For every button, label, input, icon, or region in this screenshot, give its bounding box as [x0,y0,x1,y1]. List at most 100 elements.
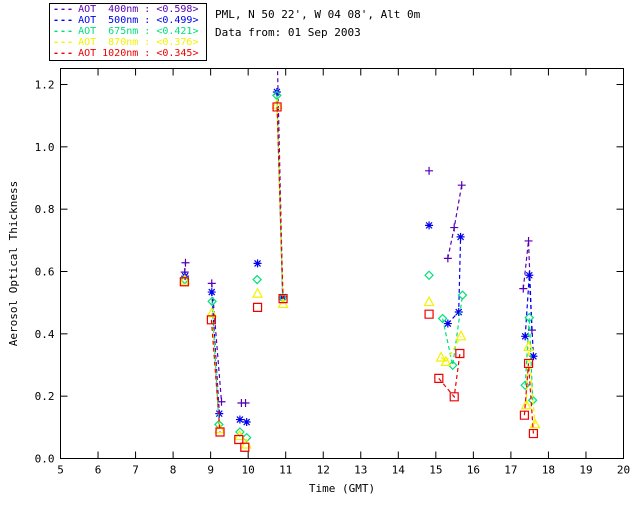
data-point-marker-plus [457,181,466,190]
data-point-marker-diamond [437,313,448,324]
legend-item-label: AOT 870nm : <0.376> [78,36,199,48]
x-tick-label: 20 [617,464,630,477]
legend-item-label: AOT 675nm : <0.421> [78,25,199,37]
plot-border [60,68,624,459]
data-point-marker-square [179,277,189,287]
data-point-marker-plus [450,223,459,232]
data-point-marker-plus [425,166,434,175]
series-line [276,106,284,299]
data-point-marker-plus [524,236,533,245]
series-line [522,240,533,331]
data-point-marker-diamond [241,432,252,443]
data-point-marker-asterisk [454,308,463,317]
legend-box: --- AOT 400nm : <0.598> --- AOT 500nm : <0.… [49,3,207,61]
data-point-marker-square [434,373,444,384]
data-point-marker-diamond [520,380,531,391]
data-point-marker-asterisk [521,332,530,341]
y-axis-title: Aerosol Optical Thickness [7,181,20,347]
series-line [438,353,461,399]
series-line [442,295,464,366]
x-tick-label: 13 [354,464,367,477]
data-point-marker-asterisk [215,409,224,418]
legend-linestyle-sample: --- [53,25,75,37]
data-point-marker-triangle [523,340,535,352]
y-tick-label: 0.2 [35,390,55,403]
data-point-marker-square [519,410,530,420]
title-block: PML, N 50 22', W 04 08', Alt 0m Data fro… [215,6,420,42]
data-point-marker-plus [443,254,452,263]
data-point-marker-triangle [206,306,218,318]
legend-item-label: AOT 500nm : <0.499> [78,15,199,27]
data-point-marker-asterisk [456,232,465,241]
data-point-marker-square [278,294,288,304]
data-point-marker-asterisk [425,221,434,230]
legend-linestyle-sample: --- [53,36,75,48]
data-point-marker-plus [207,279,216,288]
data-point-marker-square [215,427,225,437]
data-point-marker-asterisk [235,415,244,424]
y-tick-label: 0.0 [35,453,55,466]
legend-item-label: AOT 400nm : <0.598> [78,4,199,16]
series-aot-675nm [179,90,538,443]
data-point-marker-square [206,315,216,325]
data-point-marker-triangle [435,351,447,362]
data-date-label: Data from: 01 Sep 2003 [215,26,361,39]
data-point-marker-plus [217,397,226,406]
data-point-marker-triangle [440,355,452,366]
legend-item-675nm: --- AOT 675nm : <0.421> [53,25,204,37]
series-line [447,185,463,259]
legend-linestyle-sample: --- [53,47,75,59]
data-point-marker-square [240,442,250,452]
data-point-marker-square [424,309,434,319]
legend-item-500nm: --- AOT 500nm : <0.499> [53,16,204,26]
data-point-marker-triangle [455,330,467,341]
data-point-marker-asterisk [207,288,216,297]
x-tick-label: 10 [242,464,255,477]
series-line [210,319,221,433]
series-line [525,346,536,425]
series-line [524,275,534,357]
data-point-marker-square [449,392,459,402]
data-point-marker-diamond [424,270,434,281]
series-line [211,283,223,402]
data-point-marker-plus [519,284,528,293]
data-point-marker-triangle [423,295,435,307]
data-point-marker-asterisk [525,271,534,280]
legend-item-1020nm: --- AOT 1020nm : <0.345> [53,47,204,59]
data-point-marker-triangle [520,398,532,410]
x-tick-label: 7 [132,464,139,477]
series-line [524,317,534,401]
legend-linestyle-sample: --- [53,15,75,27]
series-aot-870nm [179,98,541,449]
data-point-marker-diamond [252,274,263,285]
data-point-marker-diamond [457,290,468,301]
x-tick-label: 19 [579,464,592,477]
x-tick-label: 16 [467,464,480,477]
series-line [276,104,284,304]
series-aot-400nm [180,46,536,408]
data-point-marker-square [455,348,465,359]
series-aot-500nm [181,87,538,427]
x-tick-label: 15 [429,464,442,477]
y-tick-label: 0.8 [35,203,55,216]
x-axis-title: Time (GMT) [309,482,375,495]
series-line [523,363,534,434]
data-point-marker-plus [241,399,250,408]
data-point-marker-plus [273,46,281,54]
data-point-marker-asterisk [253,259,262,268]
data-point-marker-square [523,358,534,369]
data-point-marker-square [252,302,263,312]
legend-item-label: AOT 1020nm : <0.345> [78,47,199,59]
data-point-marker-diamond [524,312,535,323]
data-point-marker-triangle [252,287,264,298]
x-tick-label: 6 [95,464,102,477]
series-aot-1020nm [179,102,539,452]
y-tick-label: 1.0 [35,141,55,154]
y-tick-label: 0.4 [35,328,55,341]
x-tick-label: 5 [57,464,64,477]
legend-item-870nm: --- AOT 870nm : <0.376> [53,36,204,48]
data-point-marker-asterisk [443,319,452,328]
y-tick-label: 1.2 [35,79,55,92]
